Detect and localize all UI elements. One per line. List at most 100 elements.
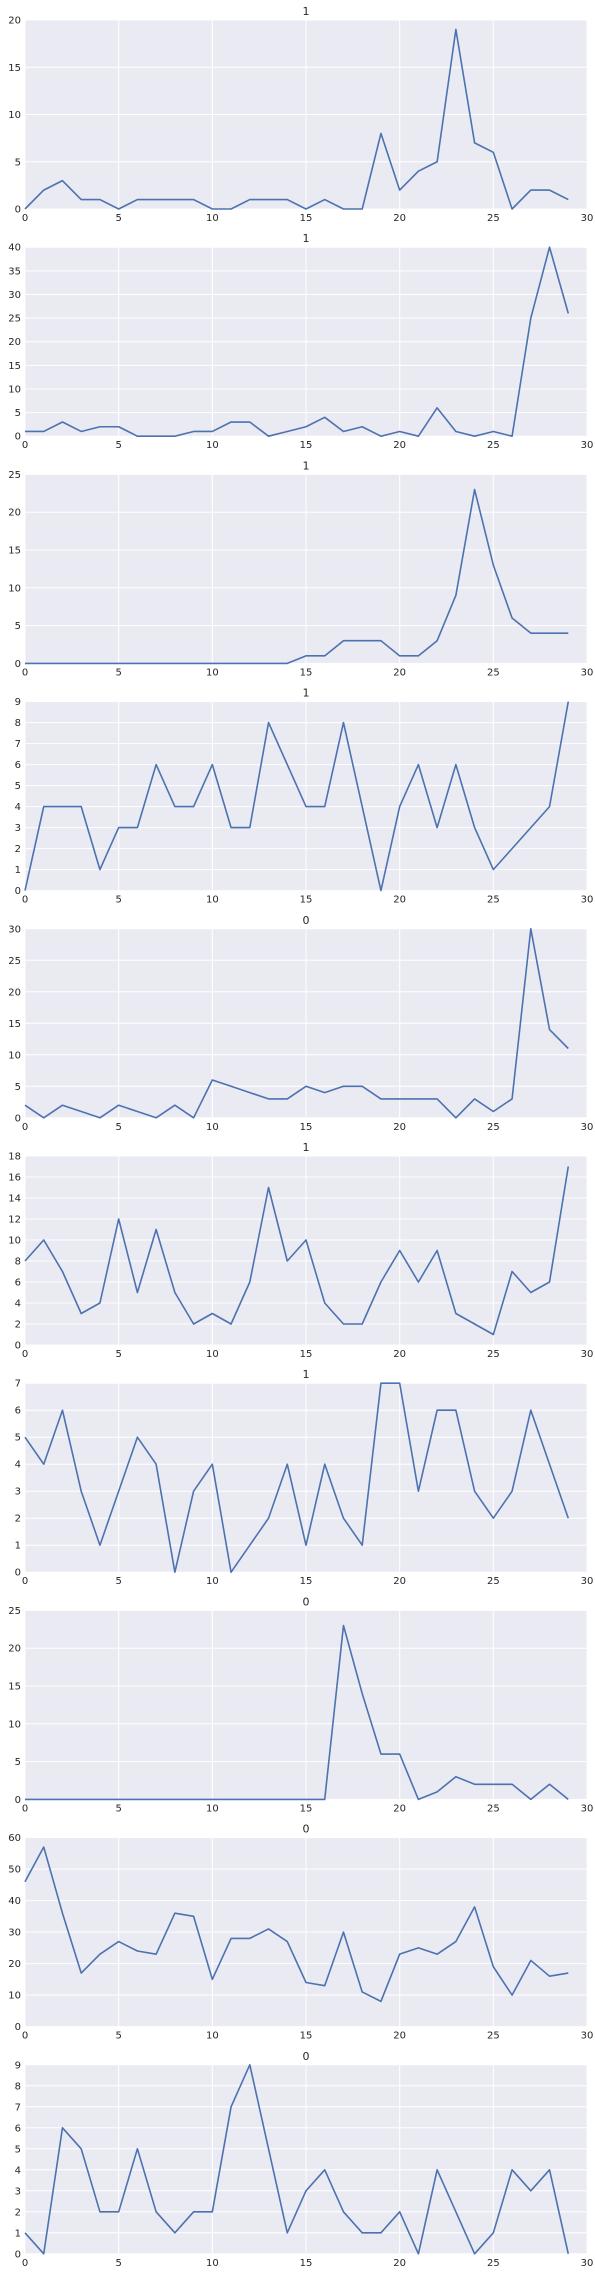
data-point	[436, 407, 438, 409]
x-tick-label: 5	[115, 895, 121, 906]
y-tick-label: 0	[15, 1341, 21, 1352]
data-point	[155, 198, 157, 200]
data-point	[305, 426, 307, 428]
data-point	[492, 1110, 494, 1112]
x-tick-label: 10	[206, 1349, 219, 1360]
data-point	[43, 1798, 45, 1800]
data-point	[192, 662, 194, 664]
chart-title: 1	[303, 5, 310, 18]
data-point	[417, 2253, 419, 2255]
x-tick-label: 20	[393, 667, 406, 678]
y-tick-label: 4	[15, 1460, 21, 1471]
data-point	[117, 426, 119, 428]
data-point	[342, 1517, 344, 1519]
x-tick-label: 5	[115, 667, 121, 678]
data-point	[155, 763, 157, 765]
data-point	[342, 1085, 344, 1087]
x-tick-label: 25	[487, 667, 500, 678]
data-point	[417, 1098, 419, 1100]
data-point	[286, 430, 288, 432]
y-tick-label: 10	[8, 1050, 21, 1061]
data-point	[43, 1463, 45, 1465]
data-point	[305, 2190, 307, 2192]
data-point	[380, 1281, 382, 1283]
data-point	[324, 805, 326, 807]
x-tick-label: 30	[581, 213, 594, 224]
x-tick-label: 0	[22, 213, 28, 224]
data-point	[80, 1312, 82, 1314]
data-point	[155, 1463, 157, 1465]
data-point	[136, 1436, 138, 1438]
y-tick-label: 50	[8, 1865, 21, 1876]
data-point	[492, 1966, 494, 1968]
data-point	[305, 805, 307, 807]
data-point	[455, 1409, 457, 1411]
data-point	[473, 1906, 475, 1908]
data-point	[155, 1228, 157, 1230]
data-point	[192, 1490, 194, 1492]
x-tick-label: 5	[115, 1576, 121, 1587]
x-tick-label: 15	[300, 213, 313, 224]
chart-title: 1	[303, 1141, 310, 1154]
data-point	[324, 1463, 326, 1465]
data-point	[492, 151, 494, 153]
data-point	[43, 805, 45, 807]
data-point	[267, 1928, 269, 1930]
data-point	[24, 1881, 26, 1883]
data-point	[567, 198, 569, 200]
data-point	[361, 426, 363, 428]
data-point	[567, 2253, 569, 2255]
data-point	[249, 198, 251, 200]
data-point	[473, 2253, 475, 2255]
x-tick-label: 30	[581, 1349, 594, 1360]
chart-title: 1	[303, 459, 310, 472]
data-point	[249, 1544, 251, 1546]
data-point	[342, 640, 344, 642]
data-point	[380, 2232, 382, 2234]
data-point	[492, 1517, 494, 1519]
data-point	[267, 1798, 269, 1800]
data-point	[211, 763, 213, 765]
data-point	[249, 2064, 251, 2066]
series-line	[25, 1624, 569, 1801]
x-tick-label: 0	[22, 667, 28, 678]
data-point	[548, 189, 550, 191]
data-point	[43, 1846, 45, 1848]
x-tick-label: 5	[115, 440, 121, 451]
y-tick-label: 30	[8, 290, 21, 301]
data-point	[511, 1994, 513, 1996]
y-tick-label: 3	[15, 1487, 21, 1498]
y-tick-label: 14	[8, 1194, 21, 1205]
x-tick-label: 25	[487, 213, 500, 224]
data-point	[436, 2169, 438, 2171]
data-point	[398, 1953, 400, 1955]
y-tick-label: 4	[15, 2165, 21, 2176]
data-point	[342, 2211, 344, 2213]
x-tick-label: 30	[581, 1803, 594, 1814]
data-point	[548, 1028, 550, 1030]
y-tick-label: 8	[15, 2081, 21, 2092]
data-point	[473, 142, 475, 144]
y-tick-label: 25	[8, 1606, 21, 1617]
data-point	[361, 2232, 363, 2234]
x-tick-label: 15	[300, 2031, 313, 2042]
data-point	[61, 421, 63, 423]
data-point	[398, 1098, 400, 1100]
data-point	[80, 805, 82, 807]
data-point	[473, 1490, 475, 1492]
data-point	[174, 1104, 176, 1106]
data-point	[267, 662, 269, 664]
y-tick-label: 16	[8, 1173, 21, 1184]
data-point	[61, 1104, 63, 1106]
data-point	[342, 1323, 344, 1325]
series-line	[25, 488, 569, 665]
series-line	[25, 246, 570, 438]
data-point	[230, 208, 232, 210]
data-point	[80, 198, 82, 200]
data-point	[305, 1798, 307, 1800]
x-tick-label: 15	[300, 667, 313, 678]
data-point	[286, 662, 288, 664]
data-point	[473, 435, 475, 437]
